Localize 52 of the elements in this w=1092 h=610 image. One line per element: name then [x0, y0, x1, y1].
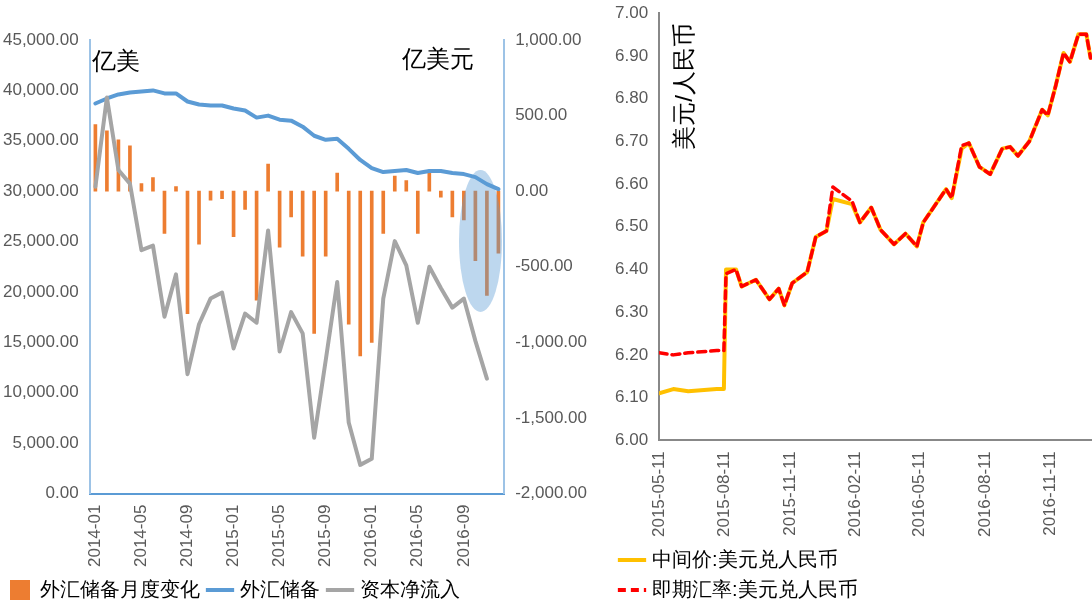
y-tick-label: 6.50 — [614, 216, 649, 236]
x-tick-label: 2015-05-11 — [648, 451, 668, 538]
y-tick-label: 10,000.00 — [2, 382, 79, 402]
y-tick-label: 30,000.00 — [2, 180, 79, 200]
y-tick-label: 15,000.00 — [2, 332, 79, 352]
y-tick-label: 0.00 — [45, 483, 79, 503]
legend-label: 即期汇率:美元兑人民币 — [652, 577, 858, 600]
x-tick-label: 2016-05-11 — [909, 451, 929, 538]
y2-tick-label: 500.00 — [515, 105, 568, 125]
legend-label: 外汇储备月度变化 — [40, 577, 200, 600]
y2-tick-label: 0.00 — [515, 180, 549, 200]
y-tick-label: 20,000.00 — [2, 281, 79, 301]
x-tick-label: 2015-09 — [315, 504, 335, 567]
y-tick-label: 7.00 — [614, 2, 649, 22]
x-tick-label: 2016-01 — [361, 504, 381, 567]
y-tick-label: 6.80 — [614, 88, 649, 108]
legend-label: 中间价:美元兑人民币 — [652, 547, 838, 570]
y2-tick-label: -1,000.00 — [515, 332, 588, 352]
y-tick-label: 45,000.00 — [2, 29, 79, 49]
y-tick-label: 6.40 — [614, 259, 649, 279]
x-tick-label: 2015-05 — [269, 504, 289, 567]
x-tick-label: 2016-11-11 — [1040, 451, 1060, 536]
y-tick-label: 6.60 — [614, 173, 649, 193]
x-tick-label: 2016-09 — [453, 504, 473, 567]
y-axis-title: 亿美 — [90, 46, 140, 74]
y-tick-label: 6.70 — [614, 131, 649, 151]
y2-tick-label: 1,000.00 — [515, 29, 582, 49]
x-tick-label: 2014-01 — [85, 504, 105, 567]
legend-label: 外汇储备 — [240, 577, 320, 600]
x-tick-label: 2016-02-11 — [845, 451, 865, 538]
y-tick-label: 6.10 — [614, 387, 649, 407]
x-tick-label: 2015-11-11 — [779, 451, 799, 536]
y-tick-label: 40,000.00 — [2, 80, 79, 100]
y-tick-label: 25,000.00 — [2, 231, 79, 251]
y2-tick-label: -500.00 — [515, 256, 573, 276]
x-tick-label: 2015-01 — [223, 504, 243, 567]
y-tick-label: 6.90 — [614, 45, 649, 65]
y-tick-label: 6.30 — [614, 301, 649, 321]
y-tick-label: 6.00 — [614, 429, 649, 449]
y2-tick-label: -2,000.00 — [515, 483, 588, 503]
x-tick-label: 2016-05 — [407, 504, 427, 567]
y-tick-label: 35,000.00 — [2, 130, 79, 150]
y-tick-label: 6.20 — [614, 344, 649, 364]
y2-tick-label: -1,500.00 — [515, 407, 588, 427]
x-tick-label: 2015-08-11 — [714, 451, 734, 538]
y-tick-label: 5,000.00 — [12, 432, 79, 452]
y-axis-title: 美元/人民币 — [669, 23, 697, 150]
x-tick-label: 2016-08-11 — [974, 451, 994, 538]
x-tick-label: 2014-05 — [131, 504, 151, 567]
legend-label: 资本净流入 — [360, 577, 460, 600]
y2-axis-title: 亿美元 — [401, 44, 475, 72]
x-tick-label: 2014-09 — [177, 504, 197, 567]
